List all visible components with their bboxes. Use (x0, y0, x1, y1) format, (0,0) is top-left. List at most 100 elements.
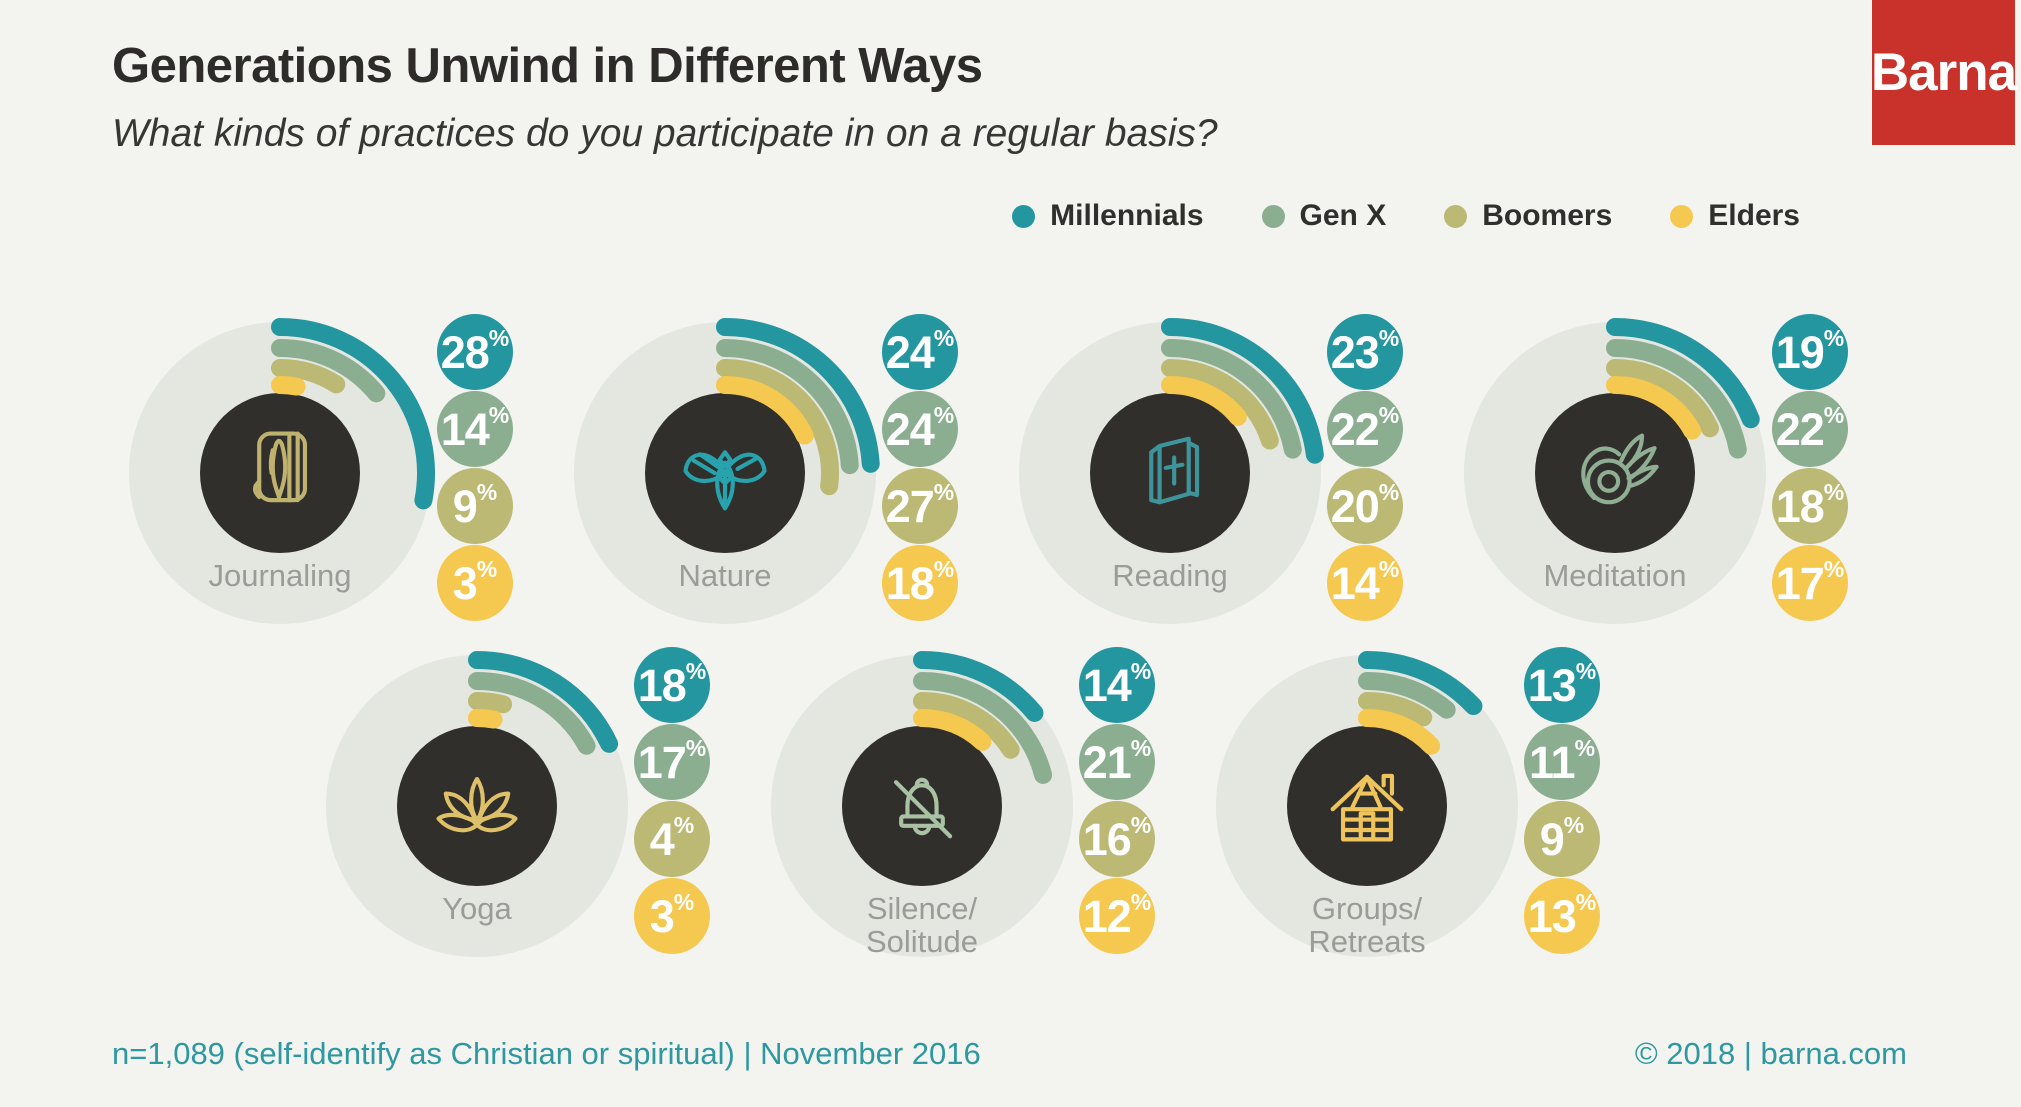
chart-label-nature: Nature (678, 558, 772, 593)
arc-boomers (271, 359, 346, 394)
barna-logo: Barna (1870, 0, 2017, 145)
chart-icon-circle (1287, 726, 1447, 886)
value-bubble-elders: 3% (437, 545, 513, 621)
legend-dot-icon (1261, 204, 1285, 228)
value-number: 9 (452, 480, 478, 532)
value-bubble-gen-x: 22% (1772, 391, 1848, 467)
value-bubble-boomers: 9% (437, 468, 513, 544)
percent-sign: % (673, 812, 695, 838)
value-number: 23 (1330, 326, 1380, 378)
arc-millennials (1358, 651, 1483, 716)
percent-sign: % (1575, 658, 1597, 684)
page-subtitle: What kinds of practices do you participa… (112, 112, 1218, 155)
sample-note: n=1,089 (self-identify as Christian or s… (112, 1036, 981, 1071)
arc-boomers (1606, 359, 1720, 438)
legend-item-elders: Elders (1670, 199, 1800, 233)
value-number: 28 (440, 326, 490, 378)
value-bubble-boomers: 16% (1079, 801, 1155, 877)
percent-sign: % (685, 735, 707, 761)
value-bubble-millennials: 24% (882, 314, 958, 390)
value-number: 22 (1775, 403, 1825, 455)
percent-sign: % (1130, 735, 1152, 761)
legend-item-boomers: Boomers (1444, 199, 1612, 233)
value-number: 18 (885, 557, 935, 609)
value-bubble-elders: 13% (1524, 878, 1600, 954)
value-bubble-gen-x: 17% (634, 724, 710, 800)
value-bubble-gen-x: 11% (1524, 724, 1600, 800)
arc-boomers (1358, 692, 1433, 727)
value-bubble-gen-x: 21% (1079, 724, 1155, 800)
legend: Millennials Gen X Boomers Elders (1012, 194, 1800, 238)
value-bubble-millennials: 28% (437, 314, 513, 390)
value-bubble-elders: 3% (634, 878, 710, 954)
percent-sign: % (488, 325, 510, 351)
percent-sign: % (1823, 556, 1845, 582)
value-bubble-boomers: 9% (1524, 801, 1600, 877)
legend-dot-icon (1012, 204, 1036, 228)
value-number: 4 (649, 813, 675, 865)
percent-sign: % (1378, 479, 1400, 505)
journal-pen-icon (228, 419, 332, 523)
arc-elders (1358, 709, 1441, 755)
chart-label-journaling: Journaling (208, 558, 352, 593)
value-number: 19 (1775, 326, 1825, 378)
chart-label-reading: Reading (1112, 558, 1228, 593)
value-number: 27 (885, 480, 935, 532)
percent-sign: % (1823, 325, 1845, 351)
percent-sign: % (933, 479, 955, 505)
radial-chart-svg (326, 651, 628, 957)
chart-label-groups-retreats: Groups/Retreats (1308, 891, 1426, 960)
arc-gen-x (913, 672, 1053, 784)
legend-item-gen-x: Gen X (1261, 199, 1386, 233)
barna-logo-text: Barna (1870, 43, 2017, 102)
percent-sign: % (1823, 479, 1845, 505)
percent-sign: % (1823, 402, 1845, 428)
page-title: Generations Unwind in Different Ways (112, 39, 983, 93)
chart-label-silence-solitude: Silence/Solitude (865, 891, 979, 960)
value-bubble-gen-x: 22% (1327, 391, 1403, 467)
arc-millennials (1606, 318, 1760, 429)
value-number: 11 (1528, 736, 1576, 788)
value-number: 24 (885, 326, 935, 378)
value-bubble-millennials: 19% (1772, 314, 1848, 390)
percent-sign: % (1378, 556, 1400, 582)
legend-dot-icon (1670, 204, 1694, 228)
chart-label-yoga: Yoga (442, 891, 512, 926)
percent-sign: % (1575, 889, 1597, 915)
lotus-icon (425, 752, 529, 856)
arc-boomers (1161, 359, 1279, 450)
arc-gen-x (271, 339, 386, 403)
value-number: 14 (1082, 659, 1132, 711)
arc-gen-x (1606, 339, 1747, 459)
value-bubble-millennials: 13% (1524, 647, 1600, 723)
radial-chart-svg (1019, 318, 1324, 624)
arc-millennials (716, 318, 880, 473)
value-bubble-millennials: 14% (1079, 647, 1155, 723)
value-number: 13 (1527, 890, 1577, 942)
arc-elders (1161, 376, 1247, 426)
mudra-hand-icon (1563, 419, 1667, 523)
legend-dot-icon (1444, 204, 1468, 228)
arc-elders (1606, 376, 1702, 440)
arc-boomers (468, 692, 513, 714)
chart-icon-circle (1090, 393, 1250, 553)
value-number: 16 (1082, 813, 1132, 865)
arc-millennials (468, 651, 619, 753)
percent-sign: % (1574, 735, 1596, 761)
arc-elders (913, 709, 992, 751)
arc-millennials (913, 651, 1044, 722)
value-number: 22 (1330, 403, 1380, 455)
chart-icon-circle (200, 393, 360, 553)
value-number: 18 (637, 659, 687, 711)
value-number: 18 (1775, 480, 1825, 532)
arc-gen-x (716, 339, 859, 475)
chart-label-meditation: Meditation (1543, 558, 1687, 593)
value-number: 13 (1527, 659, 1577, 711)
chart-icon-circle (397, 726, 557, 886)
value-bubble-boomers: 27% (882, 468, 958, 544)
percent-sign: % (685, 658, 707, 684)
arc-millennials (1161, 318, 1324, 464)
value-number: 14 (440, 403, 490, 455)
arc-elders (468, 709, 503, 729)
